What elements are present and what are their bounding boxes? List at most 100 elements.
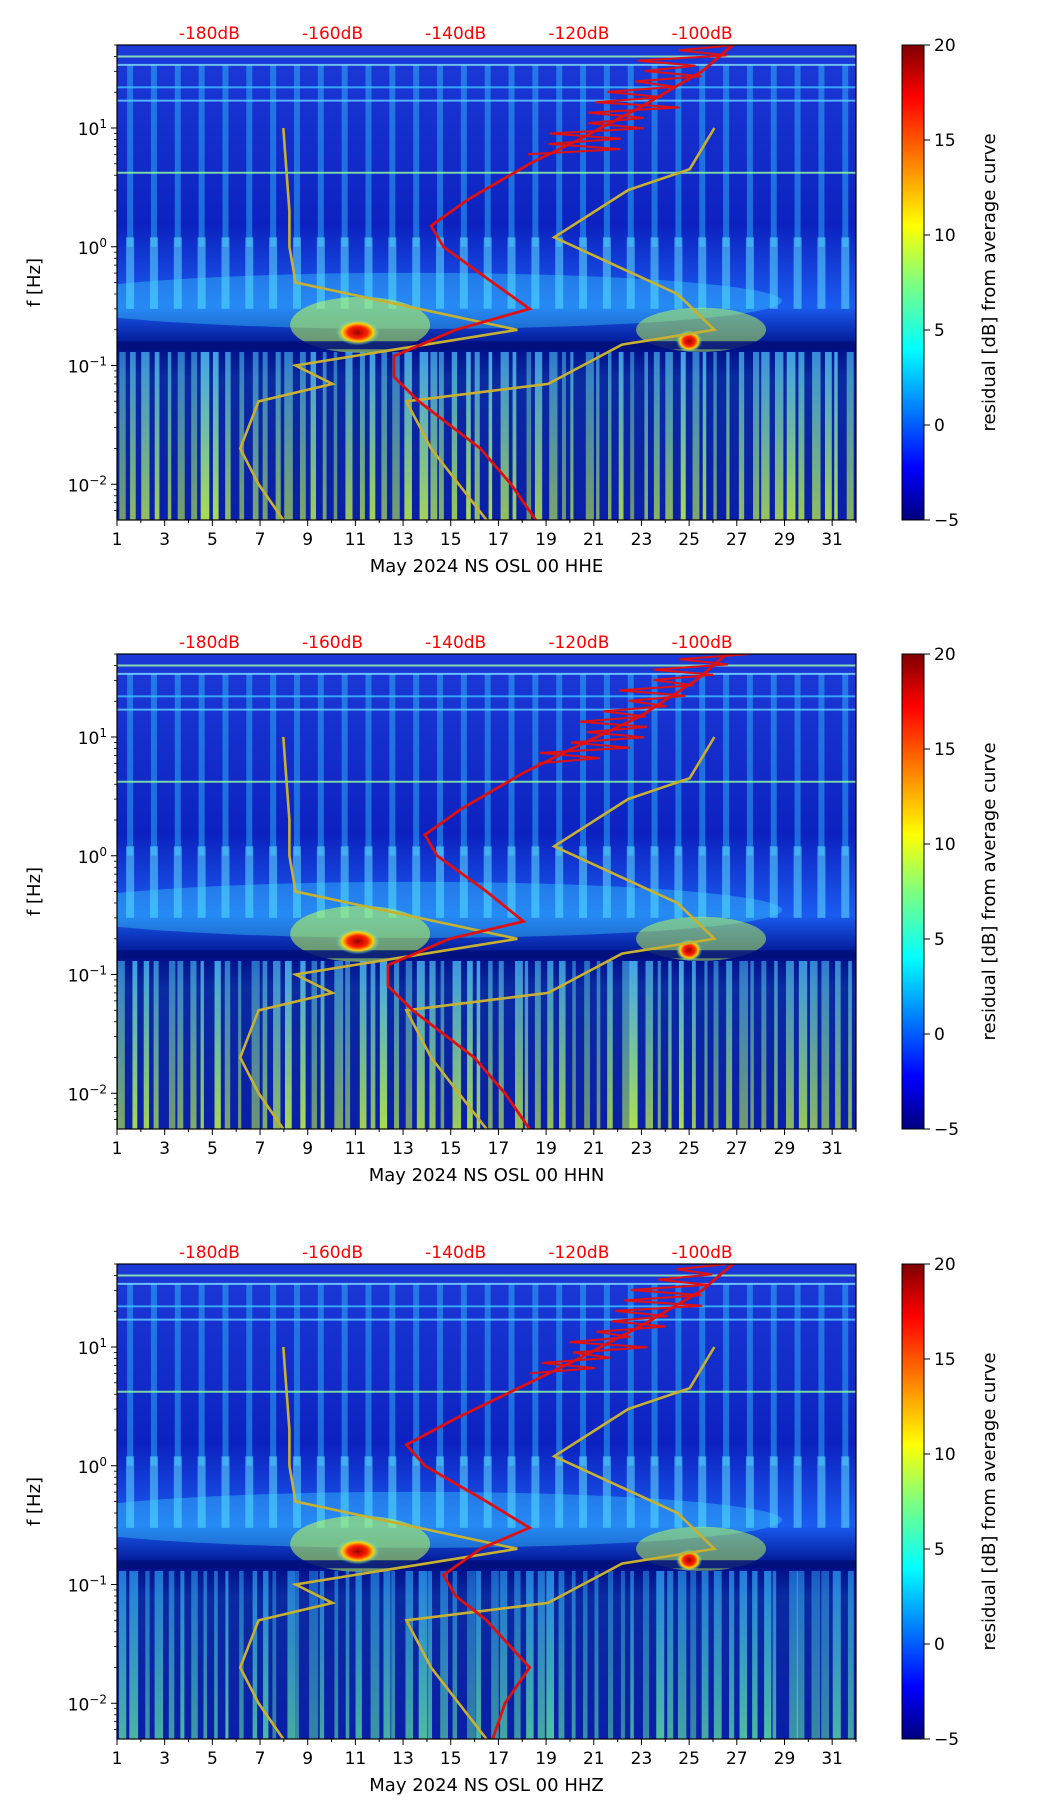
low-frequency-bar xyxy=(177,351,185,520)
low-frequency-bar xyxy=(224,960,231,1129)
diurnal-stripe xyxy=(675,65,682,247)
low-frequency-bar xyxy=(753,351,760,520)
diurnal-stripe xyxy=(389,674,396,856)
diurnal-stripe xyxy=(246,674,253,856)
low-frequency-bar xyxy=(514,960,523,1129)
diurnal-stripe xyxy=(507,1456,516,1528)
diurnal-stripe xyxy=(507,846,516,918)
diurnal-stripe xyxy=(769,237,778,309)
diurnal-stripe xyxy=(246,65,253,247)
diurnal-stripe xyxy=(723,674,730,856)
low-frequency-bar xyxy=(405,960,413,1129)
diurnal-stripe xyxy=(341,65,348,247)
diurnal-stripe xyxy=(149,846,158,918)
colorbar-tick-label: 0 xyxy=(934,1025,945,1045)
low-frequency-bar xyxy=(474,351,480,520)
colorbar-tick-label: 5 xyxy=(934,321,945,341)
diurnal-stripe xyxy=(292,237,301,309)
low-frequency-bar xyxy=(300,960,306,1129)
diurnal-stripe xyxy=(699,65,706,247)
diurnal-stripe xyxy=(221,1456,230,1528)
low-frequency-bar xyxy=(200,351,210,520)
diurnal-stripe xyxy=(174,674,181,856)
low-frequency-bar xyxy=(668,960,672,1129)
low-frequency-bar xyxy=(391,1570,395,1739)
x-tick-label: 15 xyxy=(440,530,462,550)
storm-band xyxy=(636,307,767,352)
low-frequency-bar xyxy=(212,351,219,520)
db-label: -160dB xyxy=(302,1243,363,1263)
colorbar-tick-label: 0 xyxy=(934,1635,945,1655)
diurnal-stripe xyxy=(245,237,254,309)
colorbar-tick-label: 10 xyxy=(934,835,956,855)
low-frequency-bar xyxy=(440,960,445,1129)
low-frequency-bar xyxy=(167,351,172,520)
y-tick-label: 10−2 xyxy=(68,473,107,496)
low-frequency-bar xyxy=(239,1570,244,1739)
x-axis-label: May 2024 NS OSL 00 HHZ xyxy=(369,1775,603,1796)
low-frequency-bar xyxy=(796,1570,805,1739)
diurnal-stripe xyxy=(317,1284,324,1466)
colorbar-tick-label: 10 xyxy=(934,1445,956,1465)
low-frequency-bar xyxy=(132,960,138,1129)
low-frequency-bar xyxy=(262,351,268,520)
tonal-line xyxy=(117,708,856,711)
diurnal-stripe xyxy=(365,65,372,247)
x-tick-label: 31 xyxy=(821,1749,843,1769)
low-frequency-bar xyxy=(394,960,400,1129)
diurnal-stripe xyxy=(770,674,777,856)
diurnal-stripe xyxy=(842,1284,849,1466)
low-frequency-bar xyxy=(275,351,281,520)
psd-high-frequency-trace xyxy=(538,654,750,765)
colorbar-label: residual [dB] from average curve xyxy=(979,133,1000,431)
colorbar-label: residual [dB] from average curve xyxy=(979,742,1000,1040)
diurnal-stripe xyxy=(484,1284,491,1466)
db-label: -100dB xyxy=(672,24,733,44)
low-frequency-bar xyxy=(534,960,541,1129)
tonal-line xyxy=(117,55,856,58)
low-frequency-bar xyxy=(287,1570,296,1739)
low-frequency-bar xyxy=(618,351,624,520)
tonal-line xyxy=(117,780,856,783)
low-frequency-bar xyxy=(713,960,719,1129)
diurnal-stripe xyxy=(555,237,564,309)
x-tick-label: 13 xyxy=(392,530,414,550)
diurnal-stripe xyxy=(484,65,491,247)
low-frequency-bar xyxy=(713,351,717,520)
dark-band xyxy=(117,341,856,350)
diurnal-stripe xyxy=(316,846,325,918)
db-label: -120dB xyxy=(548,1243,609,1263)
low-frequency-bar xyxy=(476,1570,481,1739)
low-frequency-bar xyxy=(284,351,293,520)
colorbar-label: residual [dB] from average curve xyxy=(979,1352,1000,1650)
low-frequency-bar xyxy=(752,1570,758,1739)
diurnal-stripe xyxy=(698,846,707,918)
heatmap-image xyxy=(117,654,856,1129)
tonal-line xyxy=(117,1390,856,1393)
diurnal-stripe xyxy=(459,237,468,309)
low-frequency-bar xyxy=(620,1570,625,1739)
x-tick-label: 21 xyxy=(583,1139,605,1159)
x-tick-label: 19 xyxy=(535,530,557,550)
low-frequency-bar xyxy=(665,351,673,520)
diurnal-stripe xyxy=(388,237,397,309)
diurnal-stripe xyxy=(484,674,491,856)
low-frequency-bar xyxy=(629,960,638,1129)
diurnal-stripe xyxy=(437,65,444,247)
diurnal-stripe xyxy=(723,1284,730,1466)
low-frequency-bar xyxy=(585,351,594,520)
diurnal-stripe xyxy=(317,674,324,856)
x-tick-label: 31 xyxy=(821,530,843,550)
diurnal-stripe xyxy=(198,674,205,856)
diurnal-stripe xyxy=(436,237,445,309)
colorbar-tick-label: 10 xyxy=(934,226,956,246)
diurnal-stripe xyxy=(197,1456,206,1528)
low-frequency-bar xyxy=(500,1570,508,1739)
low-frequency-bar xyxy=(452,1570,458,1739)
low-frequency-bar xyxy=(764,1570,772,1739)
diurnal-stripe xyxy=(627,674,634,856)
hotspot-storm-11 xyxy=(335,1538,380,1565)
tonal-line xyxy=(117,672,856,675)
